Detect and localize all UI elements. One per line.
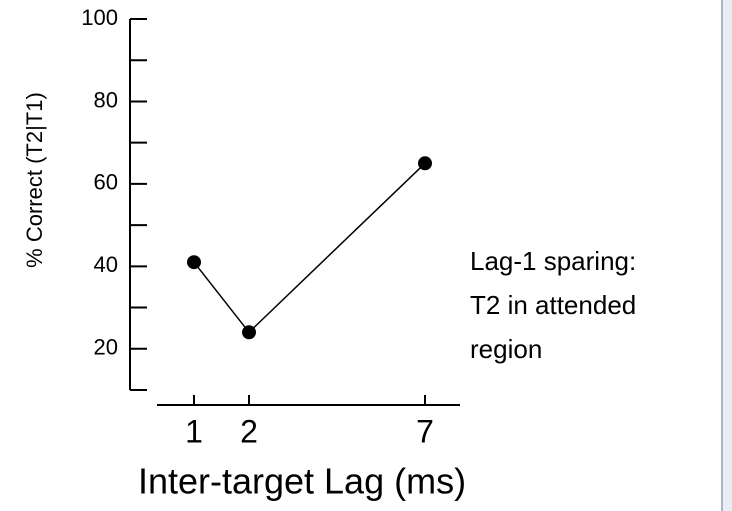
annotation: region bbox=[470, 334, 542, 364]
y-tick-label: 20 bbox=[94, 335, 118, 360]
annotation: Lag-1 sparing: bbox=[470, 246, 636, 276]
x-axis-label: Inter-target Lag (ms) bbox=[138, 461, 466, 502]
point bbox=[418, 156, 432, 171]
right-border bbox=[722, 0, 732, 511]
x-tick-label: 7 bbox=[416, 413, 434, 449]
point bbox=[242, 325, 256, 340]
y-tick-label: 80 bbox=[94, 87, 118, 112]
x-tick-label: 2 bbox=[240, 413, 258, 449]
y-tick-label: 40 bbox=[94, 252, 118, 277]
y-tick-label: 100 bbox=[81, 5, 118, 30]
x-tick-label: 1 bbox=[185, 413, 203, 449]
y-axis-label: % Correct (T2|T1) bbox=[22, 92, 47, 268]
annotation: T2 in attended bbox=[470, 290, 636, 320]
point bbox=[187, 255, 201, 270]
y-tick-label: 60 bbox=[94, 170, 118, 195]
line bbox=[193, 162, 426, 334]
